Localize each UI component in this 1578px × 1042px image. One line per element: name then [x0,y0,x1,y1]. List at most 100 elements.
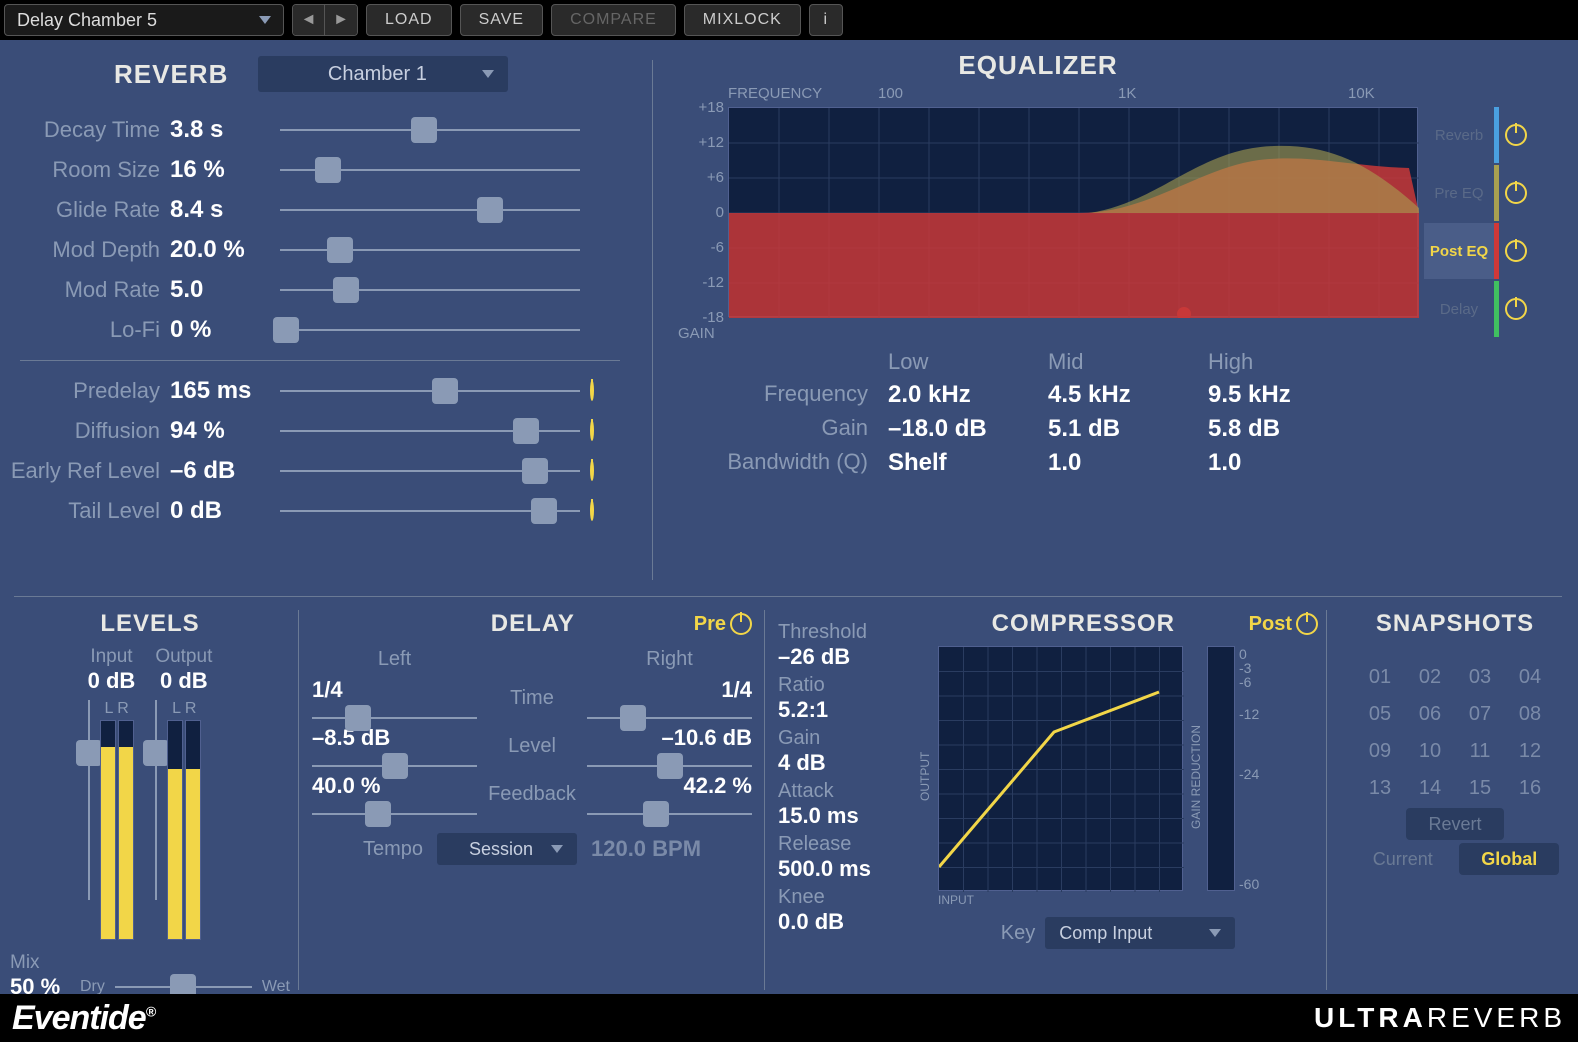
param-slider[interactable] [280,249,580,251]
delay-slider-right[interactable] [587,813,752,815]
power-icon[interactable] [590,380,594,401]
eq-row-low[interactable]: Shelf [888,449,1048,477]
snapshot-slot[interactable]: 08 [1512,703,1548,726]
global-button[interactable]: Global [1459,843,1559,875]
gain-reduction-meter [1207,646,1235,891]
comp-graph[interactable] [938,646,1183,891]
input-value: 0 dB [88,668,136,694]
comp-param-value[interactable]: 500.0 ms [778,856,918,882]
power-icon[interactable] [590,500,594,521]
footer: Eventide® ULTRAREVERB [0,994,1578,1042]
comp-key-dropdown[interactable]: Comp Input [1045,917,1235,949]
reverb-type-dropdown[interactable]: Chamber 1 [258,56,508,92]
eq-row-mid[interactable]: 1.0 [1048,449,1208,477]
delay-slider-left[interactable] [312,813,477,815]
power-icon[interactable] [1505,124,1527,146]
snapshot-slot[interactable]: 11 [1462,740,1498,763]
delay-value-left: 1/4 [312,677,477,703]
snapshot-slot[interactable]: 16 [1512,777,1548,800]
delay-slider-right[interactable] [587,717,752,719]
eq-row-mid[interactable]: 4.5 kHz [1048,381,1208,409]
mix-slider[interactable] [115,986,252,988]
snapshot-slot[interactable]: 02 [1412,666,1448,689]
param-value: –6 dB [170,457,270,485]
delay-slider-left[interactable] [312,717,477,719]
eq-row-high[interactable]: 5.8 dB [1208,415,1368,443]
output-label: Output [155,646,212,668]
param-slider[interactable] [280,430,580,432]
snapshot-slot[interactable]: 03 [1462,666,1498,689]
prev-preset-button[interactable]: ◄ [293,5,325,35]
compare-button[interactable]: COMPARE [551,4,676,36]
save-button[interactable]: SAVE [460,4,544,36]
snapshot-slot[interactable]: 13 [1362,777,1398,800]
power-icon[interactable] [1505,240,1527,262]
param-slider[interactable] [280,209,580,211]
param-slider[interactable] [280,390,580,392]
compressor-section: Threshold –26 dBRatio 5.2:1Gain 4 dBAtta… [778,610,1318,949]
comp-param-value[interactable]: 0.0 dB [778,909,918,935]
snapshot-slot[interactable]: 01 [1362,666,1398,689]
delay-slider-right[interactable] [587,765,752,767]
comp-param-value[interactable]: 5.2:1 [778,697,918,723]
preset-dropdown[interactable]: Delay Chamber 5 [4,4,284,36]
power-icon[interactable] [1505,182,1527,204]
snapshot-slot[interactable]: 04 [1512,666,1548,689]
comp-param-label: Threshold [778,621,918,644]
eq-band-header: Low [888,349,1048,375]
eq-row-low[interactable]: –18.0 dB [888,415,1048,443]
delay-power-icon[interactable] [730,613,752,635]
comp-param-label: Ratio [778,674,918,697]
snapshot-slot[interactable]: 07 [1462,703,1498,726]
snapshot-slot[interactable]: 09 [1362,740,1398,763]
current-button[interactable]: Current [1351,843,1455,875]
reverb-type-value: Chamber 1 [272,63,482,86]
param-slider[interactable] [280,470,580,472]
eq-y-tick: 0 [688,204,724,221]
snapshot-slot[interactable]: 14 [1412,777,1448,800]
eq-tab[interactable]: Delay [1424,281,1494,337]
power-icon[interactable] [590,420,594,441]
param-label: Room Size [0,157,160,183]
param-slider[interactable] [280,329,580,331]
comp-power-icon[interactable] [1296,613,1318,635]
load-button[interactable]: LOAD [366,4,452,36]
power-icon[interactable] [1505,298,1527,320]
input-meter-l [100,720,116,940]
snapshot-slot[interactable]: 10 [1412,740,1448,763]
param-slider[interactable] [280,510,580,512]
output-fader[interactable] [155,700,157,900]
snapshot-slot[interactable]: 05 [1362,703,1398,726]
output-lr-label: L R [167,700,201,718]
power-icon[interactable] [590,460,594,481]
mixlock-button[interactable]: MIXLOCK [684,4,801,36]
tempo-mode-dropdown[interactable]: Session [437,833,577,865]
param-slider[interactable] [280,169,580,171]
comp-param-value[interactable]: –26 dB [778,644,918,670]
input-fader[interactable] [88,700,90,900]
eq-row-high[interactable]: 9.5 kHz [1208,381,1368,409]
snapshot-slot[interactable]: 12 [1512,740,1548,763]
next-preset-button[interactable]: ► [325,5,357,35]
info-button[interactable]: i [809,4,843,36]
eq-row-label: Bandwidth (Q) [668,449,888,477]
delay-slider-left[interactable] [312,765,477,767]
param-label: Lo-Fi [0,317,160,343]
param-slider[interactable] [280,129,580,131]
comp-param-label: Knee [778,886,918,909]
eq-tab[interactable]: Post EQ [1424,223,1494,279]
eq-tab[interactable]: Pre EQ [1424,165,1494,221]
output-meter-r [185,720,201,940]
eq-row-low[interactable]: 2.0 kHz [888,381,1048,409]
eq-graph[interactable] [728,107,1418,317]
snapshot-slot[interactable]: 06 [1412,703,1448,726]
param-slider[interactable] [280,289,580,291]
comp-param-value[interactable]: 4 dB [778,750,918,776]
eq-row-high[interactable]: 1.0 [1208,449,1368,477]
comp-param-value[interactable]: 15.0 ms [778,803,918,829]
snapshots-title: SNAPSHOTS [1340,610,1570,638]
revert-button[interactable]: Revert [1406,808,1503,840]
eq-tab[interactable]: Reverb [1424,107,1494,163]
eq-row-mid[interactable]: 5.1 dB [1048,415,1208,443]
snapshot-slot[interactable]: 15 [1462,777,1498,800]
